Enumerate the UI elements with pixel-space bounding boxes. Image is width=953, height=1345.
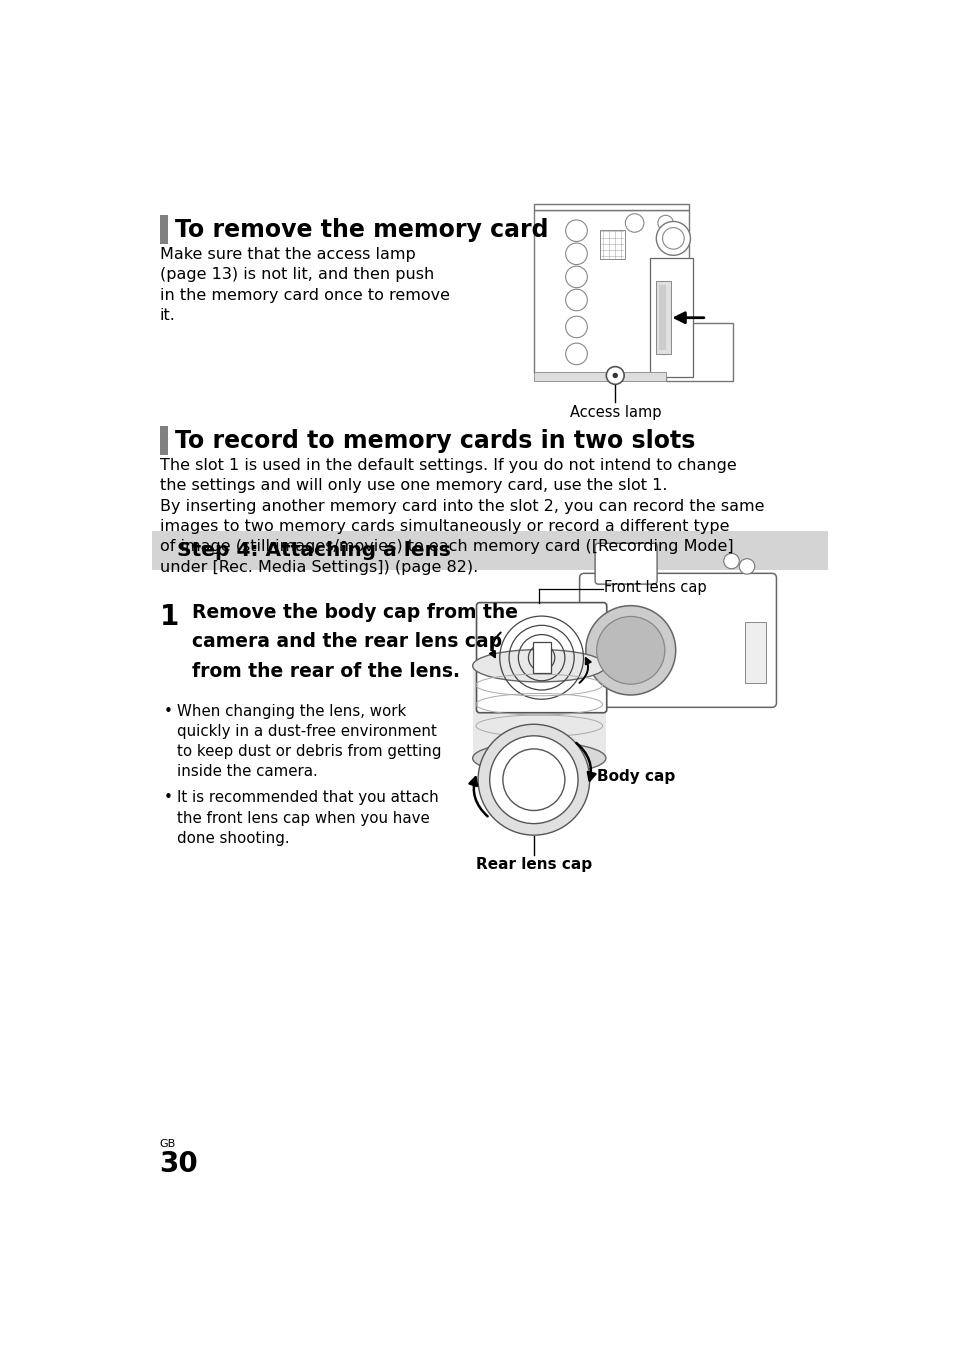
Ellipse shape <box>472 650 605 682</box>
Text: To remove the memory card: To remove the memory card <box>174 218 548 242</box>
Ellipse shape <box>472 742 605 775</box>
Text: •: • <box>164 705 172 720</box>
Text: Remove the body cap from the: Remove the body cap from the <box>192 603 517 621</box>
Text: Rear lens cap: Rear lens cap <box>476 858 591 873</box>
Text: in the memory card once to remove: in the memory card once to remove <box>159 288 449 303</box>
Bar <box>599 230 624 260</box>
Circle shape <box>656 222 690 256</box>
Text: inside the camera.: inside the camera. <box>176 764 317 779</box>
Circle shape <box>739 558 754 574</box>
Text: from the rear of the lens.: from the rear of the lens. <box>192 662 459 681</box>
Text: Front lens cap: Front lens cap <box>603 581 706 596</box>
Circle shape <box>565 221 587 242</box>
Text: 30: 30 <box>159 1150 198 1178</box>
Text: images to two memory cards simultaneously or record a different type: images to two memory cards simultaneousl… <box>159 519 728 534</box>
Text: quickly in a dust-free environment: quickly in a dust-free environment <box>176 724 436 740</box>
Bar <box>159 425 168 455</box>
Bar <box>472 666 605 759</box>
Text: GB: GB <box>159 1139 175 1150</box>
Circle shape <box>565 316 587 338</box>
Text: to keep dust or debris from getting: to keep dust or debris from getting <box>176 744 440 760</box>
Text: (page 13) is not lit, and then push: (page 13) is not lit, and then push <box>159 268 434 282</box>
Bar <box>649 258 692 377</box>
Text: of image (still images/movies) to each memory card ([Recording Mode]: of image (still images/movies) to each m… <box>159 539 733 554</box>
Circle shape <box>661 227 683 249</box>
Circle shape <box>565 266 587 288</box>
Text: It is recommended that you attach: It is recommended that you attach <box>176 791 437 806</box>
Bar <box>534 371 665 381</box>
Circle shape <box>624 214 643 233</box>
Text: Body cap: Body cap <box>597 769 675 784</box>
Bar <box>655 281 670 354</box>
Text: Make sure that the access lamp: Make sure that the access lamp <box>159 247 415 262</box>
Bar <box>159 215 168 243</box>
Circle shape <box>477 724 589 835</box>
FancyBboxPatch shape <box>476 603 606 713</box>
Text: done shooting.: done shooting. <box>176 830 289 846</box>
Text: the front lens cap when you have: the front lens cap when you have <box>176 811 429 826</box>
Text: By inserting another memory card into the slot 2, you can record the same: By inserting another memory card into th… <box>159 499 763 514</box>
Text: •: • <box>164 791 172 806</box>
Polygon shape <box>534 210 732 381</box>
Text: Access lamp: Access lamp <box>569 405 660 421</box>
Text: the settings and will only use one memory card, use the slot 1.: the settings and will only use one memor… <box>159 479 666 494</box>
FancyBboxPatch shape <box>595 543 657 584</box>
Circle shape <box>585 605 675 695</box>
Bar <box>659 285 665 350</box>
Circle shape <box>606 367 623 385</box>
Text: When changing the lens, work: When changing the lens, work <box>176 705 405 720</box>
Text: 1: 1 <box>159 603 178 631</box>
Text: it.: it. <box>159 308 175 323</box>
Bar <box>532 643 550 672</box>
Bar <box>152 531 827 569</box>
Text: camera and the rear lens cap: camera and the rear lens cap <box>192 632 501 651</box>
Polygon shape <box>534 203 688 210</box>
FancyBboxPatch shape <box>579 573 776 707</box>
Circle shape <box>596 616 664 685</box>
Text: The slot 1 is used in the default settings. If you do not intend to change: The slot 1 is used in the default settin… <box>159 457 736 473</box>
Circle shape <box>612 373 618 378</box>
Circle shape <box>565 289 587 311</box>
Bar <box>744 621 765 683</box>
Text: To record to memory cards in two slots: To record to memory cards in two slots <box>174 429 695 452</box>
Text: Step 4: Attaching a lens: Step 4: Attaching a lens <box>176 541 450 560</box>
Circle shape <box>565 343 587 364</box>
Circle shape <box>489 736 578 823</box>
Text: under [Rec. Media Settings]) (page 82).: under [Rec. Media Settings]) (page 82). <box>159 560 477 574</box>
Circle shape <box>723 553 739 569</box>
Circle shape <box>565 243 587 265</box>
Circle shape <box>658 215 673 231</box>
